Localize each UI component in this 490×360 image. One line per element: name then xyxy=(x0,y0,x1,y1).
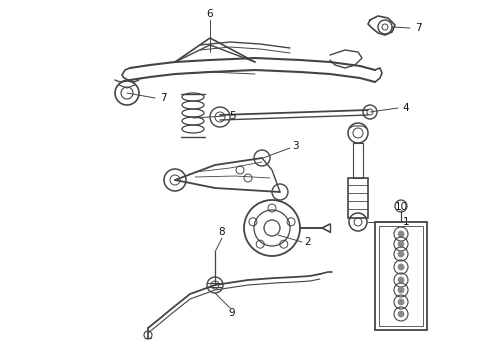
Text: 5: 5 xyxy=(229,111,235,121)
Bar xyxy=(348,178,368,218)
Text: 3: 3 xyxy=(292,141,298,151)
Text: 8: 8 xyxy=(219,227,225,237)
Circle shape xyxy=(398,231,404,237)
Text: 4: 4 xyxy=(403,103,409,113)
Text: 2: 2 xyxy=(305,237,311,247)
Text: 1: 1 xyxy=(403,217,409,227)
Bar xyxy=(353,143,363,178)
Circle shape xyxy=(398,287,404,293)
Text: 9: 9 xyxy=(229,308,235,318)
Circle shape xyxy=(398,264,404,270)
Circle shape xyxy=(398,299,404,305)
Circle shape xyxy=(398,277,404,283)
Bar xyxy=(379,226,423,326)
Text: 6: 6 xyxy=(207,9,213,19)
Bar xyxy=(375,222,427,330)
Text: 7: 7 xyxy=(415,23,421,33)
Circle shape xyxy=(398,241,404,247)
Circle shape xyxy=(398,251,404,257)
Circle shape xyxy=(398,311,404,317)
Text: 10: 10 xyxy=(394,202,408,212)
Text: 7: 7 xyxy=(160,93,166,103)
